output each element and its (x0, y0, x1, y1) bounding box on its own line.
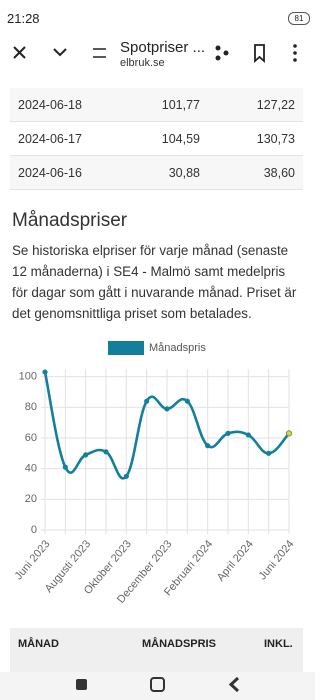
y-tick-label: 60 (25, 432, 37, 444)
settings-icon[interactable] (93, 48, 106, 58)
legend-swatch (108, 341, 144, 355)
point (103, 449, 109, 455)
table-cell: 101,77 (161, 98, 200, 112)
point (205, 443, 211, 449)
y-tick-label: 20 (25, 493, 37, 505)
point (266, 450, 272, 456)
status-time: 21:28 (7, 11, 40, 26)
point (144, 398, 150, 404)
point (83, 452, 89, 458)
battery: 81 (288, 12, 310, 25)
table-row: 2024-06-18 101,77 127,22 (10, 88, 303, 122)
point (245, 432, 251, 438)
nav-bg (0, 672, 315, 700)
monthly-table-header: MÅNAD MÅNADSPRIS INKL. (10, 628, 303, 672)
header-cell: MÅNAD (18, 638, 59, 650)
header-cell: INKL. (264, 638, 293, 650)
y-tick-label: 100 (19, 371, 37, 383)
section-text: Se historiska elpriser för varje månad (… (12, 243, 297, 321)
legend-label: Månadspris (149, 342, 206, 354)
x-tick-label: April 2024 (215, 538, 256, 584)
recent-button[interactable] (76, 679, 87, 690)
y-tick-label: 80 (25, 401, 37, 413)
share-dot (215, 55, 221, 61)
x-tick-label: Juni 2023 (13, 538, 53, 582)
share-icon[interactable] (223, 50, 229, 56)
expand-icon[interactable] (53, 48, 67, 57)
y-tick-label: 40 (25, 463, 37, 475)
table-cell: 104,59 (161, 132, 200, 146)
page-url: elbruk.se (120, 57, 165, 69)
nav-bar (0, 672, 315, 700)
point (184, 398, 190, 404)
table-row: 2024-06-17 104,59 130,73 (10, 122, 303, 156)
point (123, 473, 129, 479)
menu-icon[interactable] (293, 44, 297, 48)
toolbar-icons (13, 44, 297, 64)
section-heading: Månadspriser (12, 210, 128, 231)
point (62, 464, 68, 470)
point (225, 430, 231, 436)
top-bar: 21:28 81 Spotpriser ... elbruk.se (0, 0, 315, 72)
home-button[interactable] (150, 677, 165, 692)
header-cell: MÅNADSPRIS (142, 638, 216, 650)
table-cell: 127,22 (256, 98, 295, 112)
daily-table: 2024-06-18 101,77 127,22 2024-06-17 104,59 13… (10, 88, 303, 190)
table-cell: 2024-06-17 (18, 132, 82, 146)
y-tick-label: 0 (31, 524, 37, 536)
back-button[interactable] (228, 676, 240, 693)
table-cell: 30,88 (168, 166, 200, 180)
point (164, 406, 170, 412)
table-cell: 38,60 (263, 166, 295, 180)
menu-dot (293, 58, 297, 62)
bookmark-icon[interactable] (254, 44, 265, 64)
menu-dot (293, 51, 297, 55)
table-cell: 2024-06-16 (18, 166, 82, 180)
table-cell: 2024-06-18 (18, 98, 82, 112)
table-row: 2024-06-16 30,88 38,60 (10, 156, 303, 190)
point (285, 430, 293, 437)
close-icon[interactable] (13, 46, 26, 59)
page-title: Spotpriser ... (120, 39, 206, 56)
x-tick-label: Juni 2024 (257, 538, 297, 582)
table-cell: 130,73 (256, 132, 295, 146)
point (42, 369, 48, 375)
